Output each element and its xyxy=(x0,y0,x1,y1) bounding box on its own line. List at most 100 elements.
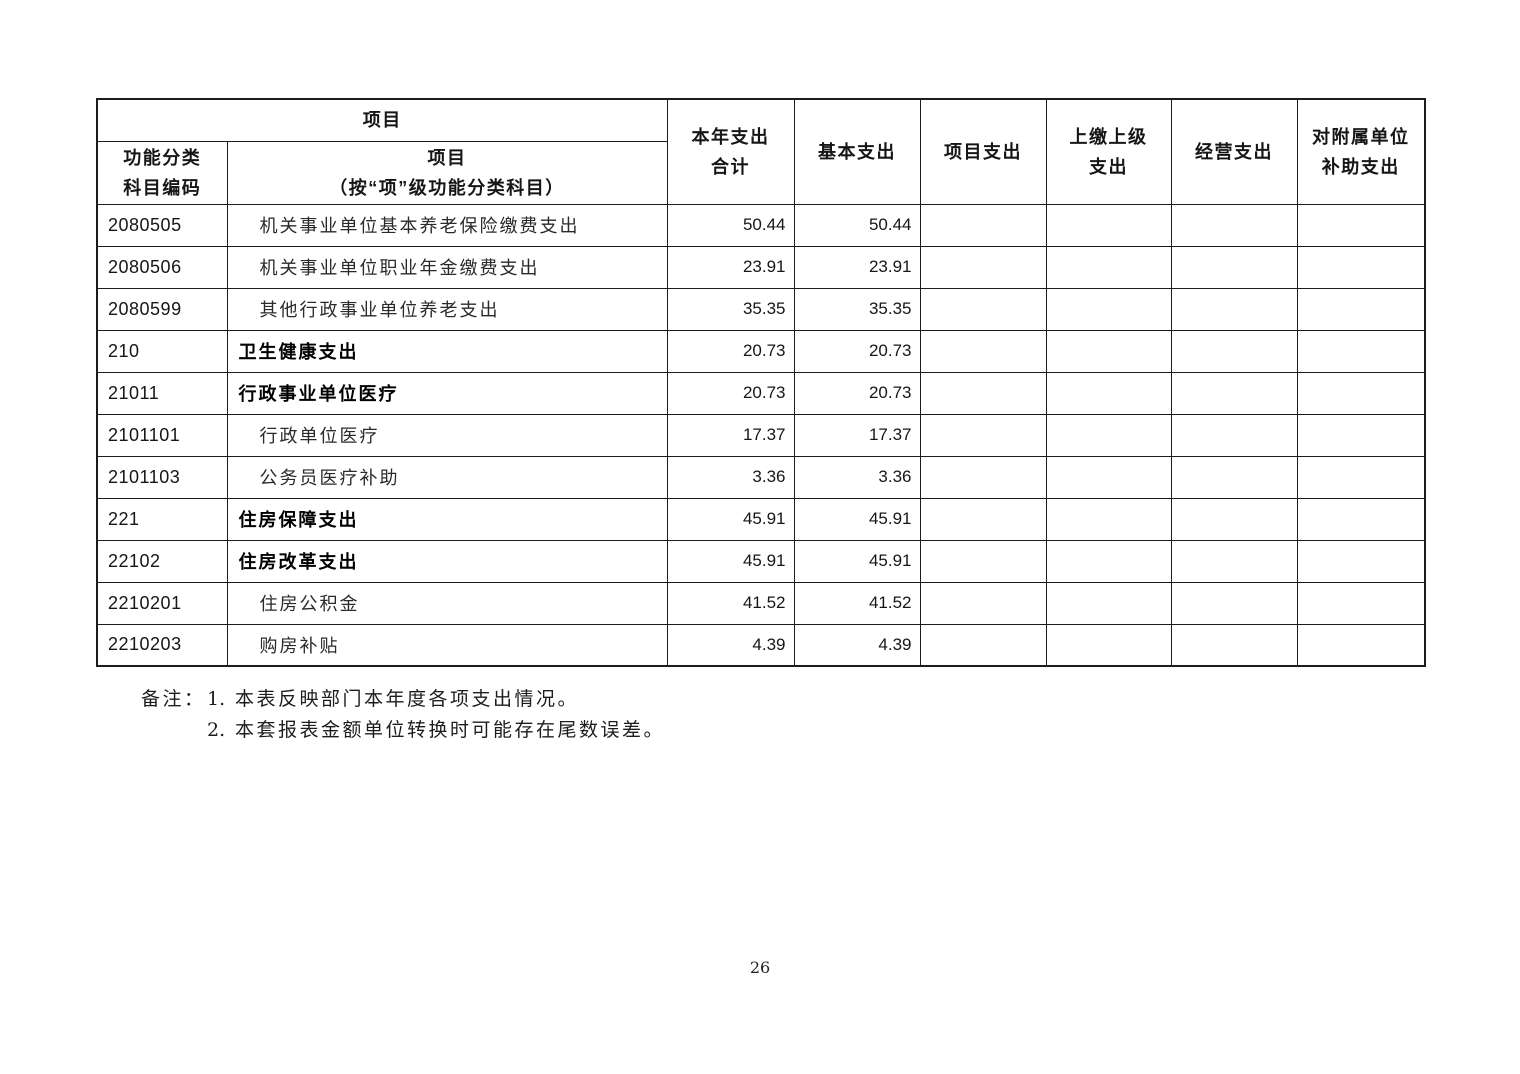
cell-upper xyxy=(1045,371,1172,415)
cell-subsidy xyxy=(1296,623,1426,667)
cell-total: 35.35 xyxy=(666,287,795,331)
header-function-code: 功能分类 科目编码 xyxy=(96,140,228,205)
note-number: 2. xyxy=(207,719,226,741)
header-operating-expenditure: 经营支出 xyxy=(1170,98,1298,205)
table-row: 2210201 住房公积金 41.52 41.52 xyxy=(96,581,1426,625)
table-row: 2080599 其他行政事业单位养老支出 35.35 35.35 xyxy=(96,287,1426,331)
note-text: 本套报表金额单位转换时可能存在尾数误差。 xyxy=(235,719,666,741)
cell-upper xyxy=(1045,581,1172,625)
header-basic-expenditure: 基本支出 xyxy=(793,98,921,205)
cell-project xyxy=(919,245,1047,289)
cell-code: 2101103 xyxy=(96,455,228,499)
cell-code: 2080599 xyxy=(96,287,228,331)
cell-project xyxy=(919,203,1047,247)
cell-code: 210 xyxy=(96,329,228,373)
cell-code: 2080505 xyxy=(96,203,228,247)
table-row: 2101101 行政单位医疗 17.37 17.37 xyxy=(96,413,1426,457)
page-number: 26 xyxy=(749,958,771,977)
cell-project xyxy=(919,287,1047,331)
table-body: 2080505 机关事业单位基本养老保险缴费支出 50.44 50.44 2080506… xyxy=(96,203,1426,667)
cell-basic: 50.44 xyxy=(793,203,921,247)
header-subsidy-expenditure: 对附属单位 补助支出 xyxy=(1296,98,1426,205)
cell-upper xyxy=(1045,539,1172,583)
cell-subsidy xyxy=(1296,539,1426,583)
cell-name: 公务员医疗补助 xyxy=(226,455,668,499)
cell-basic: 23.91 xyxy=(793,245,921,289)
cell-subsidy xyxy=(1296,371,1426,415)
cell-total: 45.91 xyxy=(666,539,795,583)
cell-project xyxy=(919,371,1047,415)
cell-code: 21011 xyxy=(96,371,228,415)
cell-project xyxy=(919,497,1047,541)
expenditure-table: 项目 本年支出 合计 基本支出 项目支出 上缴上级 支出 经营支出 对附属单位 … xyxy=(96,98,1426,667)
cell-basic: 20.73 xyxy=(793,329,921,373)
cell-total: 41.52 xyxy=(666,581,795,625)
cell-basic: 17.37 xyxy=(793,413,921,457)
cell-basic: 3.36 xyxy=(793,455,921,499)
cell-subsidy xyxy=(1296,497,1426,541)
cell-project xyxy=(919,581,1047,625)
notes-label: 备注： xyxy=(141,688,206,710)
cell-upper xyxy=(1045,455,1172,499)
cell-total: 3.36 xyxy=(666,455,795,499)
cell-subsidy xyxy=(1296,413,1426,457)
cell-operating xyxy=(1170,413,1298,457)
header-project-expenditure: 项目支出 xyxy=(919,98,1047,205)
table-row: 21011 行政事业单位医疗 20.73 20.73 xyxy=(96,371,1426,415)
cell-name: 其他行政事业单位养老支出 xyxy=(226,287,668,331)
cell-basic: 20.73 xyxy=(793,371,921,415)
cell-total: 4.39 xyxy=(666,623,795,667)
cell-operating xyxy=(1170,497,1298,541)
cell-code: 2210203 xyxy=(96,623,228,667)
cell-basic: 35.35 xyxy=(793,287,921,331)
note-line-2: 2. 本套报表金额单位转换时可能存在尾数误差。 xyxy=(141,715,665,746)
cell-operating xyxy=(1170,623,1298,667)
cell-operating xyxy=(1170,203,1298,247)
cell-total: 50.44 xyxy=(666,203,795,247)
cell-name: 机关事业单位职业年金缴费支出 xyxy=(226,245,668,289)
cell-operating xyxy=(1170,539,1298,583)
cell-upper xyxy=(1045,413,1172,457)
table-row: 2101103 公务员医疗补助 3.36 3.36 xyxy=(96,455,1426,499)
cell-name: 住房保障支出 xyxy=(226,497,668,541)
notes-section: 备注： 1. 本表反映部门本年度各项支出情况。 2. 本套报表金额单位转换时可能… xyxy=(141,684,665,746)
cell-upper xyxy=(1045,245,1172,289)
cell-total: 23.91 xyxy=(666,245,795,289)
cell-name: 购房补贴 xyxy=(226,623,668,667)
cell-operating xyxy=(1170,455,1298,499)
cell-basic: 45.91 xyxy=(793,539,921,583)
cell-total: 17.37 xyxy=(666,413,795,457)
cell-upper xyxy=(1045,287,1172,331)
cell-project xyxy=(919,329,1047,373)
cell-operating xyxy=(1170,329,1298,373)
cell-total: 20.73 xyxy=(666,371,795,415)
header-total-expenditure: 本年支出 合计 xyxy=(666,98,795,205)
cell-subsidy xyxy=(1296,287,1426,331)
note-number: 1. xyxy=(207,688,226,710)
cell-upper xyxy=(1045,497,1172,541)
header-upper-level-expenditure: 上缴上级 支出 xyxy=(1045,98,1172,205)
cell-subsidy xyxy=(1296,245,1426,289)
cell-code: 2101101 xyxy=(96,413,228,457)
cell-code: 22102 xyxy=(96,539,228,583)
cell-basic: 41.52 xyxy=(793,581,921,625)
note-line-1: 备注： 1. 本表反映部门本年度各项支出情况。 xyxy=(141,684,665,715)
cell-operating xyxy=(1170,287,1298,331)
table-row: 2080506 机关事业单位职业年金缴费支出 23.91 23.91 xyxy=(96,245,1426,289)
cell-subsidy xyxy=(1296,329,1426,373)
cell-code: 2080506 xyxy=(96,245,228,289)
cell-code: 2210201 xyxy=(96,581,228,625)
cell-subsidy xyxy=(1296,581,1426,625)
cell-operating xyxy=(1170,245,1298,289)
note-text: 本表反映部门本年度各项支出情况。 xyxy=(235,688,580,710)
cell-subsidy xyxy=(1296,455,1426,499)
cell-subsidy xyxy=(1296,203,1426,247)
table-row: 2080505 机关事业单位基本养老保险缴费支出 50.44 50.44 xyxy=(96,203,1426,247)
cell-operating xyxy=(1170,581,1298,625)
cell-total: 45.91 xyxy=(666,497,795,541)
table-header: 项目 本年支出 合计 基本支出 项目支出 上缴上级 支出 经营支出 对附属单位 … xyxy=(96,98,1426,205)
cell-code: 221 xyxy=(96,497,228,541)
cell-upper xyxy=(1045,203,1172,247)
cell-upper xyxy=(1045,623,1172,667)
table-row: 221 住房保障支出 45.91 45.91 xyxy=(96,497,1426,541)
